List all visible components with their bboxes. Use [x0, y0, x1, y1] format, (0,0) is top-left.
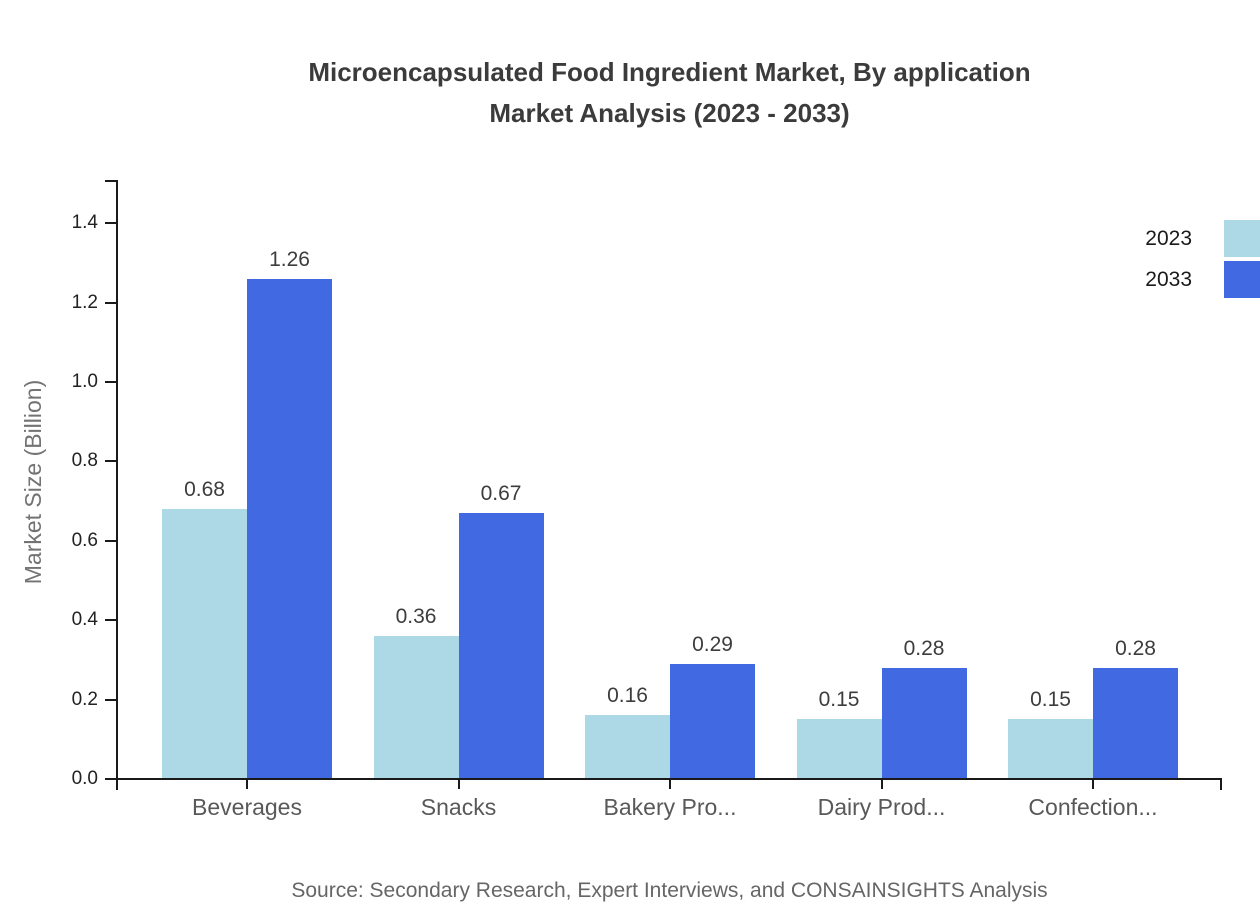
bar-2023-Dairy Prod... — [796, 719, 882, 779]
y-tick-mark — [105, 222, 117, 225]
y-tick-label: 0.8 — [71, 450, 98, 472]
y-tick-label: 0.0 — [71, 768, 98, 789]
bar-2023-Snacks — [373, 636, 459, 779]
x-category-label: Dairy Prod... — [817, 794, 946, 820]
bar-2023-Confection... — [1008, 719, 1093, 779]
bar-value-label: 0.28 — [1115, 636, 1156, 660]
y-axis-title: Market Size (Billion) — [20, 379, 46, 585]
bar-value-label: 0.16 — [607, 684, 648, 708]
source-note: Source: Secondary Research, Expert Inter… — [291, 879, 1048, 902]
y-tick-label: 1.4 — [71, 212, 98, 234]
x-category-label: Beverages — [192, 794, 302, 820]
y-tick-label: 1.0 — [71, 371, 98, 393]
x-tick-mark — [246, 780, 248, 789]
legend-swatch-2033 — [1224, 261, 1260, 298]
legend-label-2023: 2023 — [1145, 227, 1192, 250]
y-tick-mark — [105, 539, 117, 542]
y-tick-label: 0.4 — [71, 609, 98, 631]
y-tick-label: 0.6 — [71, 529, 98, 551]
bar-value-label: 0.36 — [395, 605, 437, 629]
bar-2033-Snacks — [458, 513, 544, 779]
y-tick-mark — [105, 619, 117, 622]
bar-value-label: 0.28 — [903, 636, 945, 660]
bar-2023-Bakery Pro... — [585, 715, 670, 779]
x-category-label: Snacks — [420, 794, 497, 820]
y-tick-mark — [105, 301, 117, 304]
y-tick-mark — [105, 698, 117, 701]
x-axis-spine — [116, 778, 1222, 780]
bar-2023-Beverages — [162, 509, 247, 779]
chart-title-line2: Market Analysis (2023 - 2033) — [489, 98, 850, 128]
bar-2033-Bakery Pro... — [670, 663, 755, 779]
x-tick-mark — [457, 780, 460, 789]
bar-value-label: 1.26 — [269, 247, 310, 271]
legend-label-2033: 2033 — [1145, 268, 1192, 291]
bar-value-label: 0.15 — [1030, 688, 1071, 712]
x-tick-mark — [880, 780, 883, 789]
x-tick-mark — [1092, 780, 1094, 789]
bar-value-label: 0.29 — [692, 632, 733, 656]
y-axis-spine — [116, 180, 118, 790]
x-tick-mark — [669, 780, 671, 789]
y-tick-mark — [105, 381, 117, 384]
bar-2033-Dairy Prod... — [881, 667, 967, 779]
bar-value-label: 0.67 — [480, 482, 522, 506]
x-category-label: Confection... — [1028, 794, 1158, 820]
x-axis-endcap — [1220, 778, 1222, 790]
x-category-label: Bakery Pro... — [603, 794, 737, 820]
bar-value-label: 0.15 — [818, 688, 860, 712]
legend-swatch-2023 — [1224, 220, 1260, 257]
y-tick-mark — [105, 778, 117, 780]
y-tick-label: 1.2 — [71, 291, 98, 313]
y-tick-label: 0.2 — [71, 688, 98, 710]
bar-value-label: 0.68 — [184, 478, 225, 502]
chart-title-line1: Microencapsulated Food Ingredient Market… — [308, 57, 1031, 87]
chart-title: Microencapsulated Food Ingredient Market… — [117, 52, 1222, 134]
y-tick-mark — [105, 460, 117, 463]
bar-2033-Beverages — [247, 278, 332, 779]
bar-2033-Confection... — [1093, 667, 1178, 779]
y-axis-endcap — [105, 180, 118, 182]
